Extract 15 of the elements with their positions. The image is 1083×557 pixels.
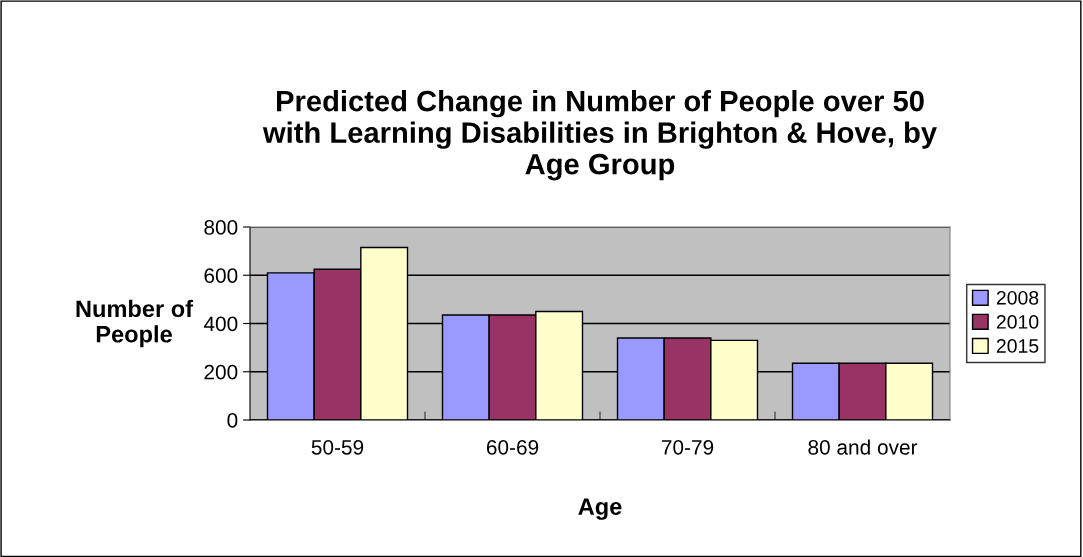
y-tick-label: 200 <box>204 364 238 380</box>
y-tick-label: 600 <box>204 268 238 283</box>
x-tick-label: 50-59 <box>311 439 364 455</box>
y-tick-label: 0 <box>227 413 238 428</box>
x-tick-label: 70-79 <box>661 439 714 455</box>
x-tick-label: 80 and over <box>808 439 918 455</box>
chart-title: Predicted Change in Number of People over 50 with Learning Disabilities in Brighton & Hove, by Age Group <box>262 90 937 181</box>
x-tick-label: 60-69 <box>486 439 539 455</box>
legend-label: 2008 <box>996 290 1039 305</box>
legend-label: 2015 <box>996 339 1039 353</box>
y-axis-title: Number of People <box>76 299 194 348</box>
x-axis-title: Age <box>578 498 622 520</box>
y-tick-label: 800 <box>204 220 238 235</box>
legend-label: 2010 <box>996 315 1039 329</box>
y-tick-label: 400 <box>203 316 238 332</box>
